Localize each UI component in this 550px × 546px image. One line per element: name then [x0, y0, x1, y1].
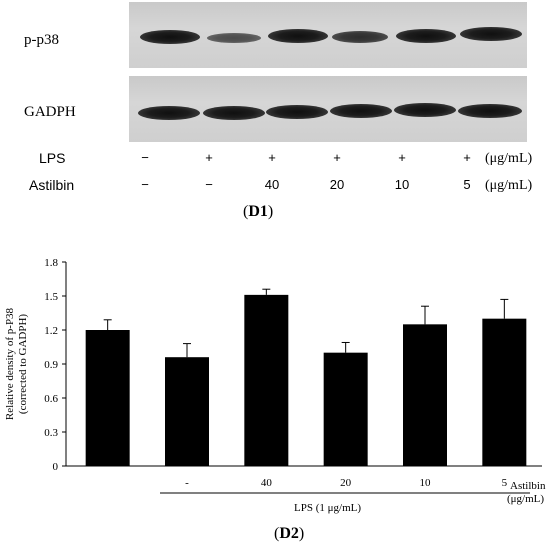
band-gadph-lane-6 [458, 104, 522, 118]
band-p-p38-lane-1 [140, 30, 200, 44]
x-category-label-5: 10 [420, 477, 432, 489]
astilbin-lane-6: 5 [463, 177, 471, 192]
astilbin-row-label: Astilbin [29, 177, 75, 193]
x-group-label-lps: LPS (1 μg/mL) [294, 502, 361, 514]
bar-3 [244, 294, 289, 466]
lps-lane-2: + [205, 150, 213, 165]
x-category-label-6: 5 [502, 477, 508, 489]
panel-caption-d2: (D2) [274, 525, 305, 542]
astilbin-unit: (μg/mL) [485, 178, 533, 193]
panel-caption-d1-letter: D1 [248, 203, 268, 220]
lps-lane-6: + [463, 150, 471, 165]
band-gadph-lane-1 [138, 106, 200, 120]
astilbin-lane-3: 40 [264, 177, 280, 192]
y-tick-label-5: 1.5 [44, 291, 58, 303]
bar-5 [403, 324, 447, 466]
bar-1 [85, 330, 130, 466]
y-tick-label-0: 0 [53, 461, 59, 473]
y-axis-ticks: 0 0.3 0.6 0.9 1.2 1.5 1.8 [44, 257, 66, 473]
band-p-p38-lane-2 [207, 33, 261, 43]
bar-series [85, 288, 527, 466]
band-p-p38-lane-4 [332, 31, 388, 43]
y-tick-label-1: 0.3 [44, 427, 58, 439]
x-category-labels: - 40 20 10 5 [185, 477, 507, 489]
panel-caption-d2-letter: D2 [279, 525, 299, 542]
lps-lane-3: + [268, 150, 276, 165]
x-category-label-4: 20 [340, 477, 352, 489]
blot-label-gadph: GADPH [24, 104, 76, 120]
band-p-p38-lane-5 [396, 29, 456, 43]
bar-2 [165, 357, 209, 466]
y-tick-label-6: 1.8 [44, 257, 58, 269]
lps-unit: (μg/mL) [485, 151, 533, 166]
bar-4 [323, 352, 368, 466]
band-gadph-lane-3 [266, 105, 328, 119]
lps-row-label: LPS [39, 150, 66, 166]
y-tick-label-2: 0.6 [44, 393, 58, 405]
band-p-p38-lane-6 [460, 27, 522, 41]
y-tick-label-4: 1.2 [44, 325, 58, 337]
astilbin-lane-5: 10 [394, 177, 410, 192]
x-category-label-2: - [185, 477, 189, 489]
lps-lane-1: − [141, 150, 149, 165]
y-axis-title-line-2: (corrected to GADPH) [17, 314, 29, 415]
band-gadph-lane-5 [394, 103, 456, 117]
blot-label-p-p38: p-p38 [24, 32, 59, 48]
astilbin-lane-4: 20 [329, 177, 345, 192]
lps-lane-4: + [333, 150, 341, 165]
astilbin-lane-1: − [141, 177, 149, 192]
band-gadph-lane-2 [203, 106, 265, 120]
astilbin-lane-2: − [205, 177, 213, 192]
band-p-p38-lane-3 [268, 29, 328, 43]
x-category-label-3: 40 [261, 477, 273, 489]
lps-lane-5: + [398, 150, 406, 165]
y-tick-label-3: 0.9 [44, 359, 58, 371]
bar-6 [482, 318, 527, 466]
x-row-label-unit: (μg/mL) [507, 493, 544, 505]
x-row-label-astilbin: Astilbin [510, 480, 546, 492]
y-axis-title-line-1: Relative density of p-P38 [4, 307, 16, 420]
band-gadph-lane-4 [330, 104, 392, 118]
panel-caption-d1: (D1) [243, 203, 274, 220]
